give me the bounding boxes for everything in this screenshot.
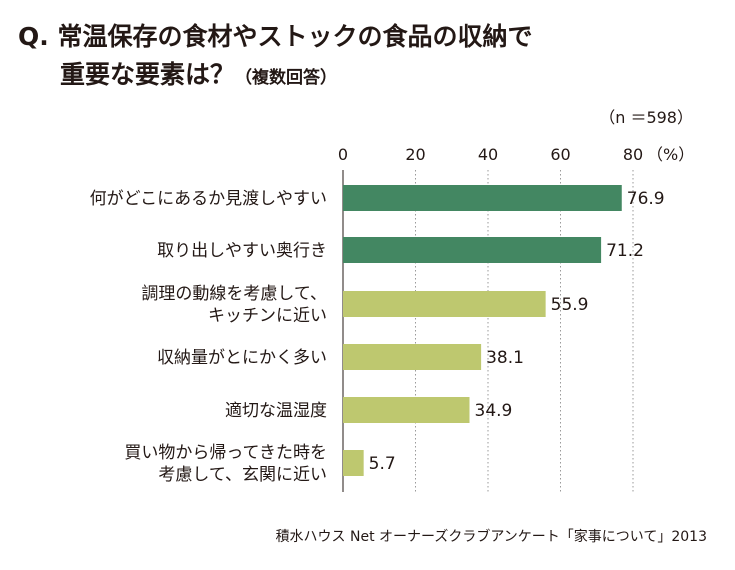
bar	[343, 397, 470, 423]
category-label: 買い物から帰ってきた時を	[124, 443, 327, 463]
source-note: 積水ハウス Net オーナーズクラブアンケート「家事について」2013	[275, 529, 707, 545]
category-label: 考慮して、玄関に近い	[158, 465, 327, 485]
x-tick-label: 60	[550, 145, 570, 164]
x-tick-label: 40	[478, 145, 498, 164]
bar	[343, 291, 546, 317]
data-label: 71.2	[606, 241, 644, 261]
bar	[343, 450, 364, 476]
category-label: 調理の動線を考慮して、	[141, 284, 327, 304]
x-unit-label: （%）	[647, 145, 694, 164]
chart-title: Q. 常温保存の食材やストックの食品の収納で 重要な要素は？（複数回答）	[18, 18, 532, 97]
bar	[343, 185, 622, 211]
title-line2: 重要な要素は？（複数回答）	[18, 56, 532, 97]
data-label: 76.9	[627, 189, 665, 209]
x-tick-label: 0	[338, 145, 348, 164]
category-label: 取り出しやすい奥行き	[157, 241, 327, 261]
title-note: （複数回答）	[235, 68, 338, 88]
data-label: 5.7	[369, 454, 396, 474]
data-label: 55.9	[551, 295, 589, 315]
category-label: 適切な温湿度	[225, 401, 327, 421]
data-label: 38.1	[486, 348, 524, 368]
data-label: 34.9	[475, 401, 513, 421]
x-tick-label: 80	[623, 145, 643, 164]
sample-size-note: （n ＝598）	[599, 108, 693, 127]
title-question: 重要な要素は？	[60, 60, 236, 89]
category-label: キッチンに近い	[208, 306, 327, 326]
bar	[343, 344, 482, 370]
title-line1: Q. 常温保存の食材やストックの食品の収納で	[18, 22, 533, 51]
category-label: 何がどこにあるか見渡しやすい	[90, 189, 327, 209]
category-label: 収納量がとにかく多い	[157, 348, 327, 368]
bar	[343, 237, 602, 263]
x-tick-label: 20	[405, 145, 425, 164]
